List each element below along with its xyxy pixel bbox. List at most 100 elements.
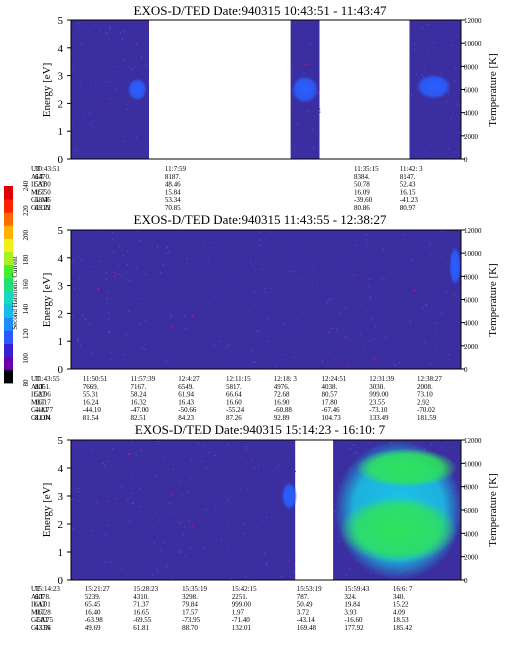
colorbar-band (4, 225, 13, 239)
y2-tick-label: 2000 (464, 554, 479, 562)
colorbar-band (4, 343, 13, 358)
ephemeris-cell: 3298. (182, 593, 198, 601)
ephemeris-cell: -73.10 (369, 406, 388, 414)
ephemeris-cell: 17.57 (182, 608, 198, 616)
panel-2-ylabel: Energy [eV] (41, 273, 53, 327)
ephemeris-cell: 58.46 (35, 196, 51, 204)
ephemeris-cell: 70.85 (165, 204, 181, 212)
y2-tick-label: 6000 (464, 87, 479, 95)
spectrogram-data (71, 230, 461, 369)
colorbar-tick-label: 80 (22, 379, 30, 387)
y2-tick-label: 12000 (464, 437, 482, 445)
ephemeris-cell: 50.49 (297, 601, 313, 609)
y2-tick-label: 0 (464, 366, 468, 374)
ephemeris-row-label: GLON (31, 624, 50, 632)
ephemeris-cell: 5817. (226, 383, 242, 391)
ephemeris-cell: 53.80 (35, 181, 51, 189)
panel-3-ylabel: Energy [eV] (41, 483, 53, 537)
ephemeris-cell: 16.60 (226, 398, 242, 406)
ephemeris-cell: 2008. (417, 383, 433, 391)
ephemeris-cell: 324. (344, 593, 357, 601)
ephemeris-cell: 15.22 (393, 601, 409, 609)
ephemeris-cell: 16.43 (178, 398, 194, 406)
ephemeris-cell: 169.48 (297, 624, 317, 632)
ephemeris-cell: 999.00 (232, 601, 252, 609)
ephemeris-cell: 7669. (83, 383, 99, 391)
noise-specks (71, 22, 461, 158)
ephemeris-cell: -41.77 (35, 406, 54, 414)
panel-1-title: EXOS-D/TED Date:940315 10:43:51 - 11:43:… (134, 3, 387, 18)
y2-tick-label: 8000 (464, 63, 479, 71)
ephemeris-cell: 16.40 (85, 608, 101, 616)
ephemeris-cell: 79.84 (182, 601, 198, 609)
y-tick-label: 0 (58, 154, 64, 166)
ephemeris-cell: -44.10 (83, 406, 102, 414)
colorbar-tick-label: 220 (22, 205, 30, 216)
spectrogram-data (71, 440, 461, 580)
signal-blob (127, 78, 148, 101)
ephemeris-cell: 52.43 (400, 181, 416, 189)
panel-2-title: EXOS-D/TED Date:940315 11:43:55 - 12:38:… (134, 212, 387, 227)
ephemeris-cell: -43.14 (297, 616, 316, 624)
colorbar-band (4, 304, 13, 318)
ephemeris-cell: 340. (393, 593, 406, 601)
y-tick-label: 2 (58, 308, 64, 320)
y-tick-label: 3 (58, 281, 64, 293)
y2-tick-label: 0 (464, 577, 468, 585)
y2-tick-label: 4000 (464, 320, 479, 328)
spectrogram-data (71, 20, 461, 159)
ephemeris-cell: 18.53 (393, 616, 409, 624)
ephemeris-row-label: MLT (31, 188, 46, 196)
y-tick-label: 4 (58, 463, 64, 475)
ephemeris-cell: 23.55 (369, 398, 385, 406)
colorbar-band (4, 291, 13, 305)
colorbar-tick-label: 100 (22, 353, 30, 364)
y2-tick-label: 8000 (464, 484, 479, 492)
colorbar-band (4, 199, 13, 213)
ephemeris-cell: 4.09 (393, 608, 406, 616)
ephemeris-cell: 66.64 (226, 391, 242, 399)
ephemeris-cell: 177.92 (344, 624, 364, 632)
ephemeris-cell: 6470. (35, 173, 51, 181)
ephemeris-cell: 52.96 (35, 391, 51, 399)
ephemeris-cell: 132.01 (232, 624, 252, 632)
ephemeris-cell: 80.86 (354, 204, 370, 212)
ephemeris-cell: 185.42 (393, 624, 413, 632)
ephemeris-cell: 10:43:51 (35, 165, 60, 173)
ephemeris-cell: 16.24 (83, 398, 99, 406)
ephemeris-cell: -70.02 (417, 406, 436, 414)
ephemeris-cell: 81.54 (83, 414, 99, 422)
y2-tick-label: 10000 (464, 250, 482, 258)
ephemeris-cell: 8147. (400, 173, 416, 181)
ephemeris-cell: 12:31:39 (369, 375, 394, 383)
ephemeris-cell: 4038. (322, 383, 338, 391)
ephemeris-cell: 5239. (85, 593, 101, 601)
ephemeris-cell: 69.22 (35, 204, 51, 212)
ephemeris-cell: -47.00 (131, 406, 150, 414)
y-tick-label: 1 (58, 336, 64, 348)
ephemeris-cell: -63.98 (85, 616, 104, 624)
y2-tick-label: 2000 (464, 133, 479, 141)
colorbar-band (4, 317, 13, 331)
ephemeris-cell: 55.31 (83, 391, 99, 399)
ephemeris-cell: 80.97 (400, 204, 416, 212)
ephemeris-row-label: GLON (31, 204, 50, 212)
colorbar-band (4, 186, 13, 200)
ephemeris-cell: 8187. (165, 173, 181, 181)
ephemeris-row-label: ILAT (31, 601, 47, 609)
ephemeris-cell: 6549. (178, 383, 194, 391)
ephemeris-cell: 87.26 (226, 414, 242, 422)
ephemeris-cell: -67.46 (322, 406, 341, 414)
ephemeris-row-label: GLON (31, 414, 50, 422)
y2-tick-label: 12000 (464, 227, 482, 235)
colorbar-label: Second Harmonic Current (11, 256, 19, 330)
ephemeris-cell: -60.88 (274, 406, 293, 414)
ephemeris-cell: 16.17 (35, 398, 51, 406)
y-tick-label: 2 (58, 98, 64, 110)
ephemeris-cell: 49.69 (85, 624, 101, 632)
ephemeris-cell: -39.60 (354, 196, 373, 204)
colorbar-band (4, 330, 13, 344)
y-tick-label: 0 (58, 364, 64, 376)
ephemeris-cell: 15:59:43 (344, 585, 369, 593)
panel-3: EXOS-D/TED Date:940315 15:14:23 - 16:10:… (31, 422, 499, 632)
